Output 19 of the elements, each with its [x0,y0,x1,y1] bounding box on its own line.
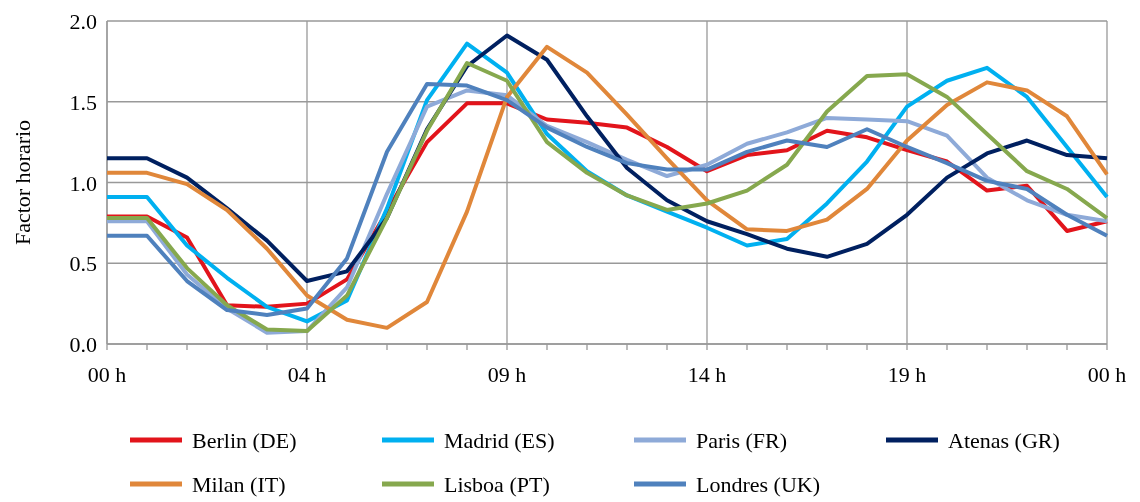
y-tick-label: 1.0 [69,170,97,196]
x-tick-label: 04 h [287,362,327,387]
y-tick-label: 1.5 [69,89,97,115]
x-tick-label: 14 h [687,362,727,387]
legend-label: Berlin (DE) [192,428,297,453]
x-tick-label: 00 h [1087,362,1127,387]
y-tick-label: 0.5 [69,251,97,277]
legend-label: Milan (IT) [192,472,286,497]
legend-label: Lisboa (PT) [444,472,550,497]
y-axis-title: Factor horario [10,119,35,246]
y-tick-label: 0.0 [69,332,97,357]
x-tick-label: 19 h [887,362,927,387]
x-tick-label: 00 h [87,362,127,387]
legend-label: Madrid (ES) [444,428,555,453]
x-tick-label: 09 h [487,362,527,387]
legend-label: Atenas (GR) [948,428,1060,453]
y-tick-label: 2.0 [69,9,97,34]
legend-label: Londres (UK) [696,472,821,497]
legend-label: Paris (FR) [696,428,788,453]
